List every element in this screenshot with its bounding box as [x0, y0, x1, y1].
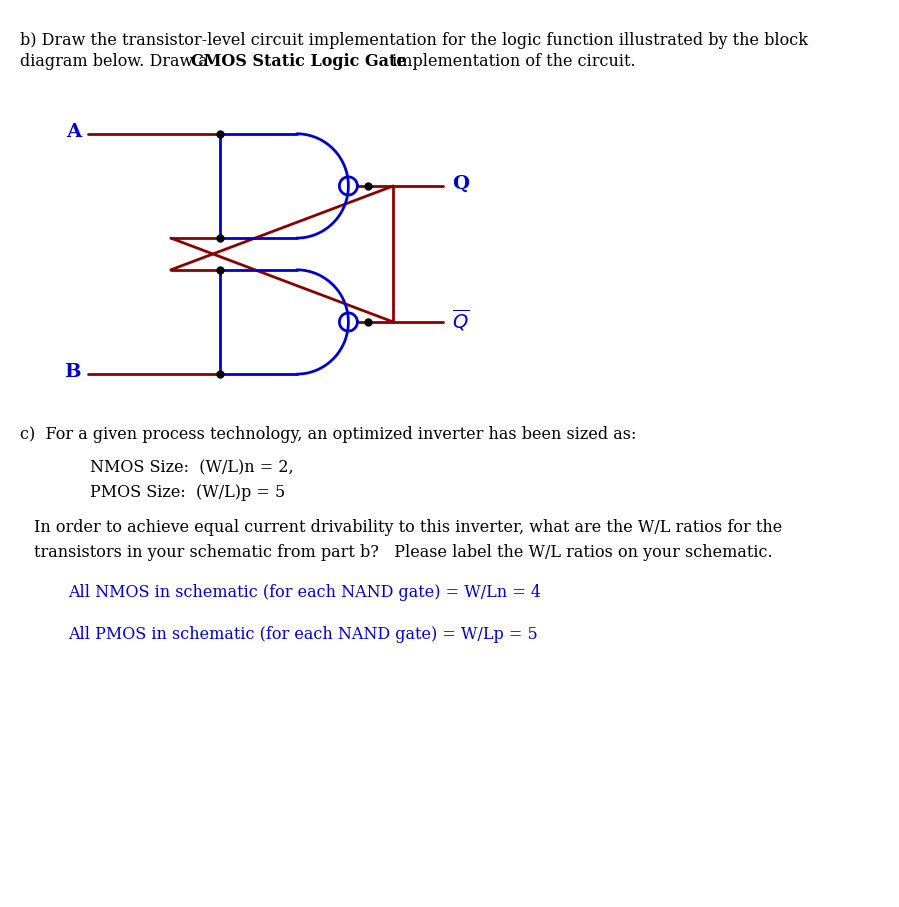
Text: PMOS Size:  (W/L)p = 5: PMOS Size: (W/L)p = 5	[90, 484, 285, 502]
Text: $\overline{Q}$: $\overline{Q}$	[451, 307, 469, 333]
Text: B: B	[65, 364, 81, 381]
Text: All PMOS in schematic (for each NAND gate) = W/Lp = 5: All PMOS in schematic (for each NAND gat…	[68, 626, 539, 643]
Text: transistors in your schematic from part b?   Please label the W/L ratios on your: transistors in your schematic from part …	[34, 544, 773, 561]
Text: NMOS Size:  (W/L)n = 2,: NMOS Size: (W/L)n = 2,	[90, 460, 294, 477]
Text: diagram below. Draw a: diagram below. Draw a	[20, 53, 213, 70]
Text: b) Draw the transistor-level circuit implementation for the logic function illus: b) Draw the transistor-level circuit imp…	[20, 32, 808, 49]
Text: All NMOS in schematic (for each NAND gate) = W/Ln = 4: All NMOS in schematic (for each NAND gat…	[68, 584, 541, 601]
Text: In order to achieve equal current drivability to this inverter, what are the W/L: In order to achieve equal current drivab…	[34, 519, 782, 536]
Text: implementation of the circuit.: implementation of the circuit.	[387, 53, 636, 70]
Text: Q: Q	[451, 175, 469, 193]
Text: A: A	[66, 123, 81, 141]
Text: CMOS Static Logic Gate: CMOS Static Logic Gate	[191, 53, 407, 70]
Text: c)  For a given process technology, an optimized inverter has been sized as:: c) For a given process technology, an op…	[20, 426, 636, 444]
